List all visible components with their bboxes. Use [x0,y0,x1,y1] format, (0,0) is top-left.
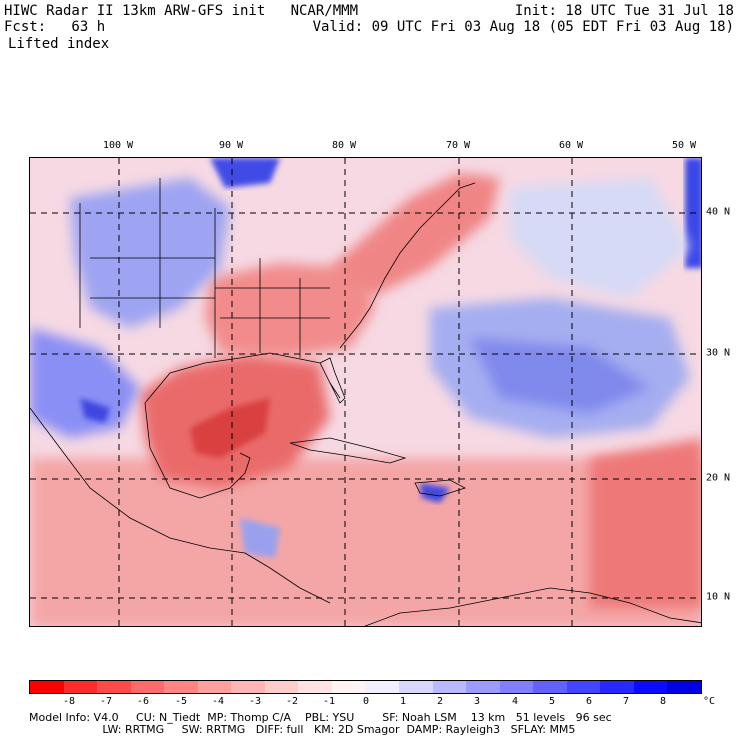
colorbar-segment [566,681,601,693]
colorbar-tick: 8 [659,696,667,707]
colorbar-tick: -4 [211,696,225,707]
atlantic-cool-core [470,338,650,413]
colorbar-tick: -5 [174,696,188,707]
colorbar-segment [667,681,701,693]
graticule [30,158,701,626]
colorbar-segment [164,681,198,693]
colorbar-tick: 6 [585,696,593,707]
colorbar-tick: -7 [99,696,113,707]
colorbar-segment [231,681,265,693]
colorbar-segment [130,681,165,693]
colorbar-tick: -6 [136,696,150,707]
colorbar-segment [533,681,567,693]
colorbar-tick: 0 [362,696,370,707]
lon-label: 50 W [671,140,697,151]
colorbar [29,680,702,694]
colorbar-segment [499,681,534,693]
southeast-warm-band [590,438,701,608]
colorbar-tick: -8 [62,696,76,707]
colorbar-segment [264,681,299,693]
colorbar-unit: °C [703,696,716,707]
colorbar-segment [466,681,500,693]
forecast-hour: Fcst: 63 h [4,19,106,35]
colorbar-segment [197,681,232,693]
field-name: Lifted index [8,36,110,52]
init-time: Init: 18 UTC Tue 31 Jul 18 [514,3,734,19]
colorbar-segment [298,681,332,693]
northeast-warm [330,173,500,298]
colorbar-segment [63,681,98,693]
lat-label: 10 N [706,591,731,603]
lon-label: 90 W [218,140,244,151]
lat-label: 30 N [706,347,731,359]
central-us-cool [70,178,230,328]
colorbar-tick: -2 [285,696,299,707]
model-info-line2: LW: RRTMG SW: RRTMG DIFF: full KM: 2D Sm… [29,723,576,736]
model-title: HIWC Radar II 13km ARW-GFS init NCAR/MMM [4,3,359,19]
lat-label: 40 N [706,206,731,218]
central-america-cool [240,518,280,558]
north-strong-cool [210,158,280,188]
lon-label: 100 W [102,140,134,151]
lon-label: 60 W [558,140,584,151]
colorbar-segment [365,681,400,693]
coastlines [30,178,701,626]
colorbar-segment [600,681,634,693]
colorbar-tick: 4 [511,696,519,707]
gulf-strong-warm [190,398,270,458]
colorbar-segment [399,681,433,693]
colorbar-tick: -3 [248,696,262,707]
map-canvas [30,158,701,626]
lon-label: 80 W [331,140,357,151]
northwest-atlantic-neutral [510,178,690,298]
southeast-warm [205,263,375,358]
lifted-index-map [29,157,702,627]
hispaniola-cool [420,483,450,503]
mexico-strong-cool [80,398,110,423]
colorbar-tick: 1 [399,696,407,707]
colorbar-tick: 7 [622,696,630,707]
colorbar-segment [30,681,64,693]
colorbar-segment [432,681,467,693]
lat-label: 20 N [706,472,731,484]
mexico-plateau-cool [30,328,140,438]
valid-time: Valid: 09 UTC Fri 03 Aug 18 (05 EDT Fri … [312,19,734,35]
lon-label: 70 W [445,140,471,151]
model-info-line1: Model Info: V4.0 CU: N_Tiedt MP: Thomp C… [29,711,612,724]
colorbar-tick: 3 [473,696,481,707]
colorbar-segment [633,681,668,693]
colorbar-segment [97,681,131,693]
colorbar-segment [331,681,366,693]
colorbar-tick: 2 [436,696,444,707]
colorbar-tick: 5 [548,696,556,707]
colorbar-tick: -1 [322,696,336,707]
